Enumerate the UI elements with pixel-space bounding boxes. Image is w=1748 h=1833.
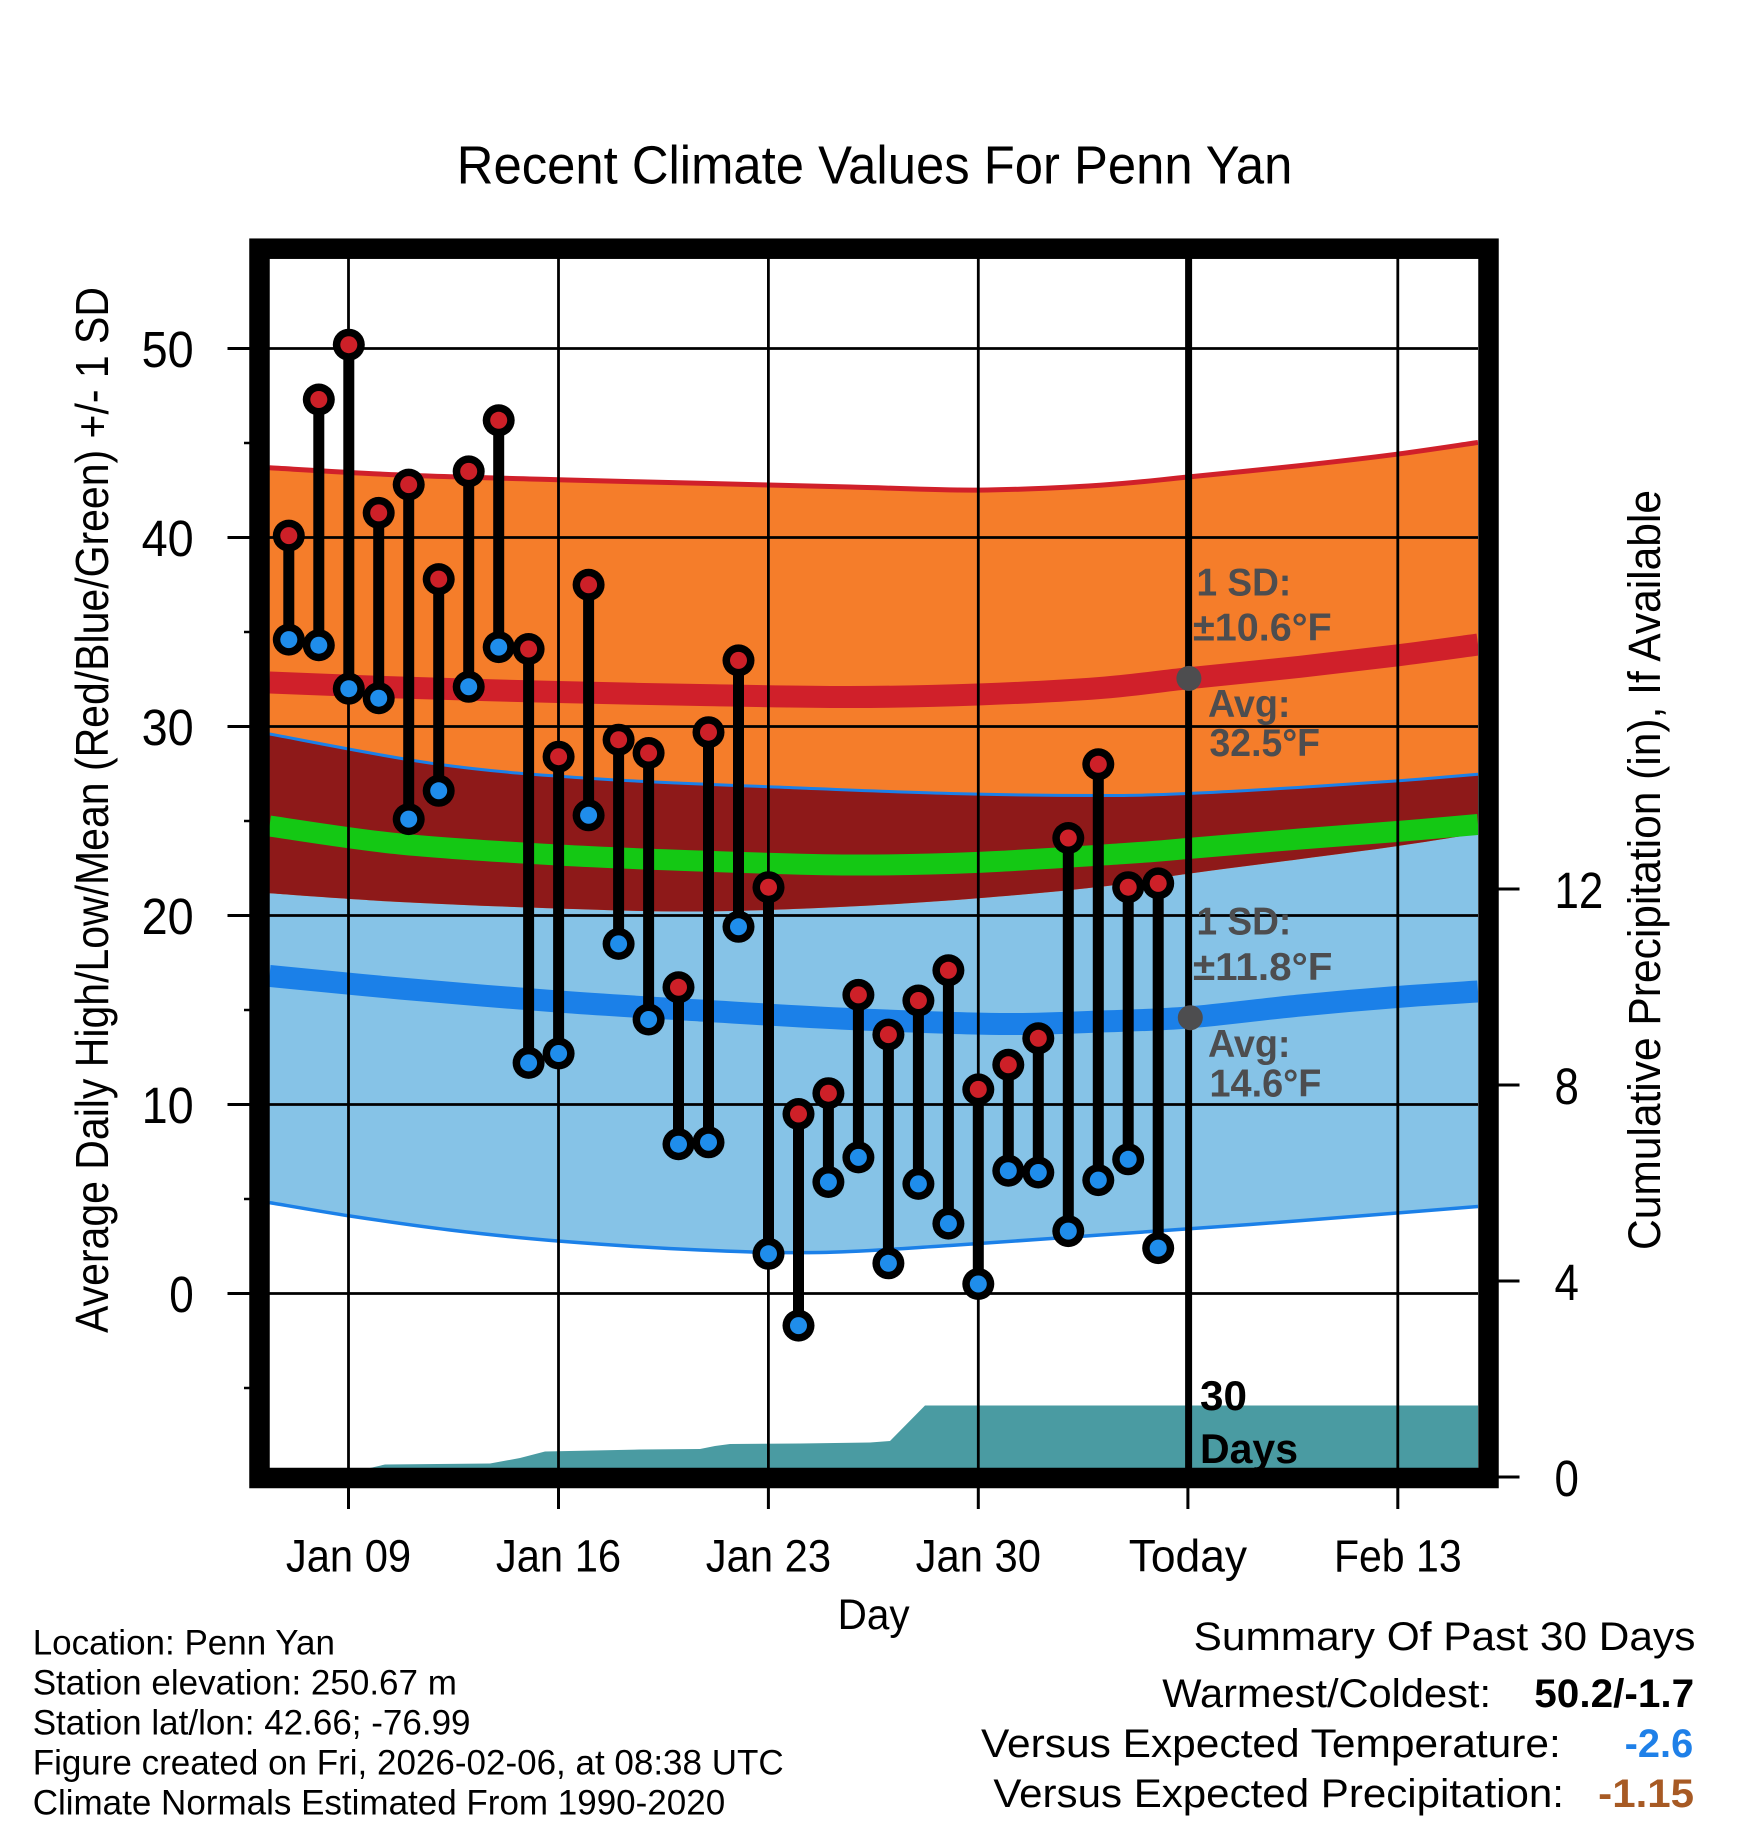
svg-text:32.5°F: 32.5°F (1210, 722, 1321, 765)
svg-text:14.6°F: 14.6°F (1210, 1063, 1322, 1106)
svg-text:Feb 13: Feb 13 (1334, 1531, 1462, 1582)
svg-text:Jan 30: Jan 30 (916, 1531, 1041, 1582)
svg-text:0: 0 (169, 1266, 194, 1323)
svg-text:Station lat/lon: 42.66; -76.99: Station lat/lon: 42.66; -76.99 (33, 1704, 471, 1743)
svg-text:Days: Days (1200, 1425, 1298, 1472)
svg-text:0: 0 (1555, 1450, 1579, 1507)
svg-text:40: 40 (142, 510, 194, 567)
svg-text:30: 30 (1200, 1372, 1247, 1419)
svg-text:Avg:: Avg: (1208, 1023, 1291, 1066)
svg-text:Station elevation: 250.67 m: Station elevation: 250.67 m (33, 1664, 457, 1703)
svg-text:1 SD:: 1 SD: (1197, 561, 1292, 604)
svg-text:Climate Normals Estimated From: Climate Normals Estimated From 1990-2020 (33, 1784, 725, 1823)
svg-text:Versus Expected Temperature:: Versus Expected Temperature: (981, 1722, 1561, 1766)
svg-text:Jan 09: Jan 09 (286, 1531, 411, 1582)
svg-text:12: 12 (1555, 862, 1604, 919)
svg-text:-2.6: -2.6 (1625, 1722, 1694, 1766)
svg-text:8: 8 (1555, 1058, 1579, 1115)
svg-text:-1.15: -1.15 (1598, 1772, 1694, 1816)
svg-text:Day: Day (838, 1591, 910, 1639)
svg-text:10: 10 (142, 1077, 194, 1134)
svg-text:1 SD:: 1 SD: (1197, 901, 1292, 944)
svg-text:50.2/-1.7: 50.2/-1.7 (1534, 1672, 1694, 1716)
svg-text:Cumulative Precipitation (in),: Cumulative Precipitation (in), If Availa… (1619, 490, 1670, 1250)
svg-text:Avg:: Avg: (1208, 683, 1291, 726)
svg-text:Versus Expected Precipitation:: Versus Expected Precipitation: (993, 1772, 1564, 1816)
svg-text:Today: Today (1129, 1531, 1248, 1582)
svg-text:20: 20 (142, 888, 194, 945)
svg-text:4: 4 (1555, 1254, 1579, 1311)
svg-text:Recent Climate Values For Penn: Recent Climate Values For Penn Yan (457, 136, 1293, 196)
svg-text:Figure created on Fri, 2026-02: Figure created on Fri, 2026-02-06, at 08… (33, 1744, 784, 1783)
svg-text:Jan 23: Jan 23 (706, 1531, 831, 1582)
svg-text:30: 30 (142, 699, 194, 756)
svg-text:Jan 16: Jan 16 (496, 1531, 621, 1582)
svg-text:±11.8°F: ±11.8°F (1193, 946, 1332, 989)
svg-text:Warmest/Coldest:: Warmest/Coldest: (1162, 1672, 1491, 1716)
svg-text:Average Daily High/Low/Mean (R: Average Daily High/Low/Mean (Red/Blue/Gr… (66, 287, 118, 1333)
svg-text:50: 50 (142, 321, 194, 378)
svg-text:Summary Of Past 30 Days: Summary Of Past 30 Days (1194, 1615, 1696, 1659)
svg-text:±10.6°F: ±10.6°F (1193, 607, 1332, 650)
svg-text:Location: Penn Yan: Location: Penn Yan (33, 1624, 335, 1663)
